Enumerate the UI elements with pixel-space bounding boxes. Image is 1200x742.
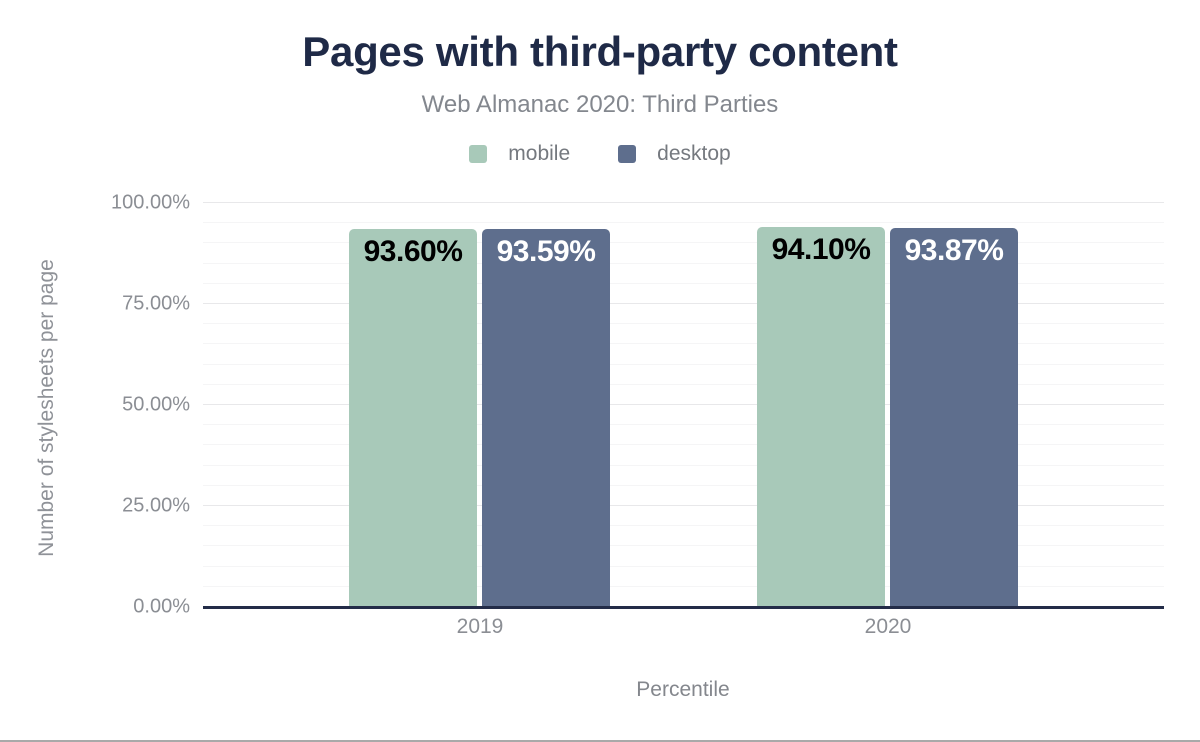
x-tick-2019: 2019: [456, 615, 504, 638]
gridline: [203, 343, 1164, 345]
legend: mobile desktop: [0, 142, 1200, 166]
y-tick-label: 25.00%: [122, 494, 190, 517]
y-tick-label: 100.00%: [111, 191, 190, 214]
bar-2019-desktop[interactable]: 93.59%: [482, 228, 610, 607]
y-tick-label: 50.00%: [122, 393, 190, 416]
gridline: [203, 262, 1164, 264]
x-axis-title: Percentile: [636, 678, 730, 701]
y-tick-label: 75.00%: [122, 292, 190, 315]
window-bottom-border: [0, 740, 1200, 742]
gridline: [203, 484, 1164, 486]
page-subtitle: Web Almanac 2020: Third Parties: [421, 91, 779, 118]
bar-2019-mobile[interactable]: 93.60%: [349, 228, 477, 607]
page-title: Pages with third-party content: [302, 28, 898, 75]
gridline: [203, 282, 1164, 284]
gridline: [203, 424, 1164, 426]
gridline: [203, 323, 1164, 325]
gridline: [203, 222, 1164, 224]
bar-value-label: 93.87%: [904, 233, 1004, 267]
bar-value-label: 94.10%: [771, 232, 871, 266]
bar-2020-desktop[interactable]: 93.87%: [890, 227, 1018, 607]
gridline: [203, 545, 1164, 547]
gridline: [203, 464, 1164, 466]
legend-item-mobile[interactable]: mobile: [469, 142, 570, 166]
legend-label-mobile: mobile: [508, 142, 571, 165]
y-tick-label: 0.00%: [133, 595, 190, 618]
bar-2020-mobile[interactable]: 94.10%: [757, 226, 885, 607]
gridline: [203, 202, 1164, 203]
gridline: [203, 525, 1164, 527]
gridline: [203, 444, 1164, 446]
gridline: [203, 505, 1164, 506]
legend-label-desktop: desktop: [657, 142, 731, 165]
gridline: [203, 363, 1164, 365]
legend-swatch-desktop: [618, 145, 637, 163]
gridline: [203, 383, 1164, 385]
bar-value-label: 93.59%: [496, 234, 596, 268]
gridline: [203, 303, 1164, 304]
plot-area: 93.60% 93.59% 94.10% 93.87%: [203, 202, 1164, 609]
gridline: [203, 404, 1164, 405]
x-tick-2020: 2020: [864, 615, 912, 638]
bar-value-label: 93.60%: [363, 234, 463, 268]
legend-swatch-mobile: [469, 145, 488, 163]
legend-item-desktop[interactable]: desktop: [618, 142, 731, 166]
gridline: [203, 565, 1164, 567]
gridline: [203, 585, 1164, 587]
gridline: [203, 242, 1164, 244]
y-axis-ticks: 0.00% 25.00% 50.00% 75.00% 100.00%: [0, 192, 190, 618]
x-axis-baseline: [203, 606, 1164, 609]
